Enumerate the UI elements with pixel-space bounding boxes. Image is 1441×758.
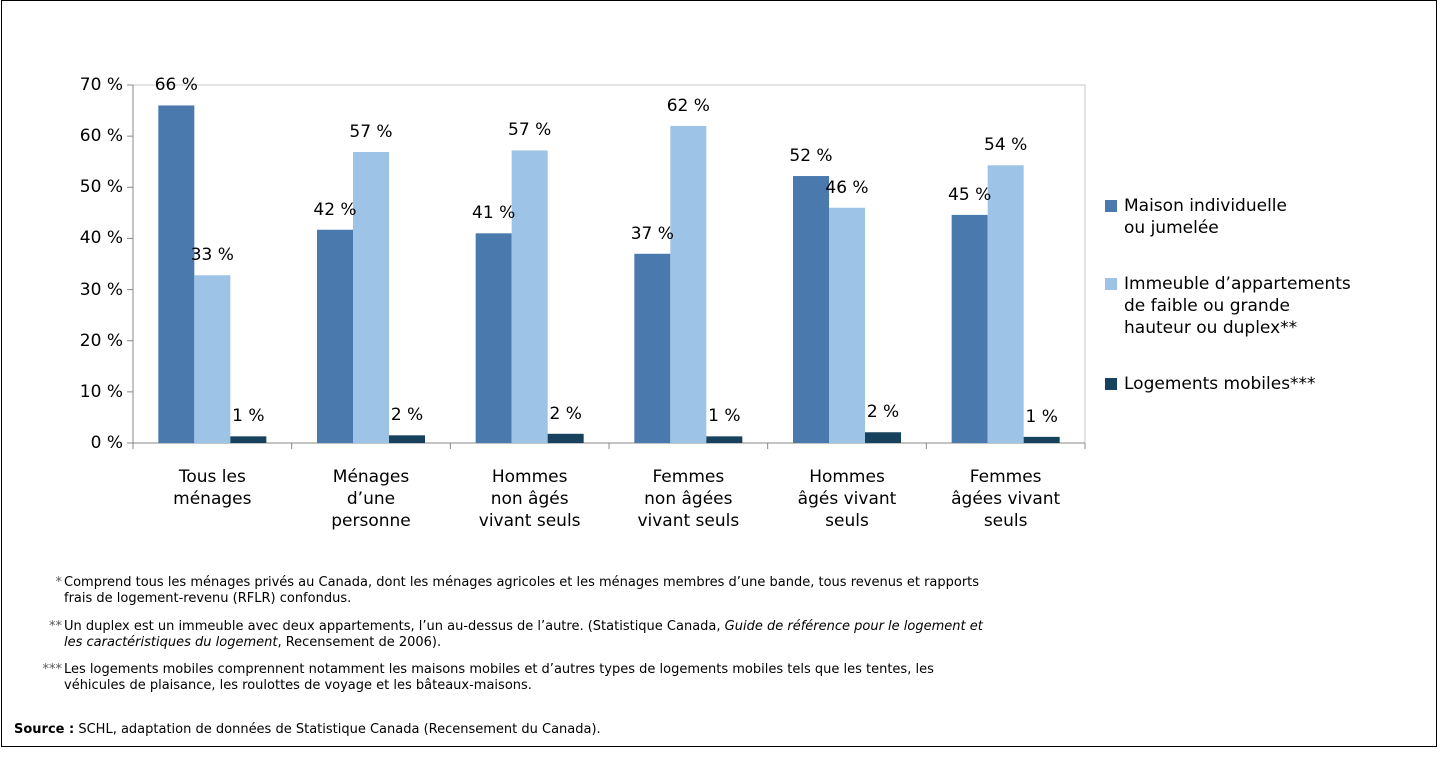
value-label: 54 % bbox=[984, 135, 1028, 156]
note-marker: ** bbox=[49, 619, 62, 634]
note: Un duplex est un immeuble avec deux appa… bbox=[64, 619, 983, 651]
x-tick-label: Femmes non âgées vivant seuls bbox=[637, 467, 740, 531]
note-text: Les logements mobiles comprennent notamm… bbox=[64, 662, 934, 693]
bar bbox=[353, 151, 389, 444]
value-label: 2 % bbox=[549, 403, 582, 424]
note-text: Comprend tous les ménages privés au Cana… bbox=[64, 575, 980, 606]
value-label: 52 % bbox=[789, 146, 833, 167]
bar bbox=[865, 432, 901, 443]
y-tick-label: 20 % bbox=[79, 330, 123, 351]
x-tick-label: Femmes âgées vivant seuls bbox=[951, 467, 1061, 531]
bar bbox=[194, 275, 231, 443]
legend-label: Immeuble d’appartements de faible ou gra… bbox=[1124, 274, 1351, 338]
y-tick-label: 10 % bbox=[79, 381, 123, 402]
legend-swatch bbox=[1105, 278, 1117, 290]
value-label: 45 % bbox=[948, 184, 992, 205]
value-label: 37 % bbox=[630, 223, 674, 244]
legend-swatch bbox=[1105, 200, 1117, 212]
note: Les logements mobiles comprennent notamm… bbox=[64, 662, 934, 694]
value-label: 62 % bbox=[666, 95, 710, 116]
legend-label: Maison individuelle ou jumelée bbox=[1124, 196, 1287, 238]
bar bbox=[670, 125, 707, 444]
y-tick-label: 70 % bbox=[79, 75, 123, 95]
bar bbox=[1023, 436, 1060, 443]
y-tick-label: 40 % bbox=[79, 228, 123, 249]
value-label: 1 % bbox=[1025, 406, 1058, 427]
bar bbox=[230, 436, 267, 443]
bar bbox=[706, 436, 743, 443]
plot-area bbox=[132, 84, 1086, 444]
bar bbox=[829, 207, 865, 443]
value-label: 42 % bbox=[313, 199, 357, 220]
source: Source : SCHL, adaptation de données de … bbox=[14, 722, 601, 738]
bar bbox=[951, 214, 988, 443]
bar bbox=[547, 433, 584, 443]
value-label: 1 % bbox=[708, 406, 741, 427]
note-text: Un duplex est un immeuble avec deux appa… bbox=[64, 619, 725, 634]
source-text: SCHL, adaptation de données de Statistiq… bbox=[74, 722, 601, 737]
value-label: 57 % bbox=[349, 121, 393, 142]
value-label: 2 % bbox=[390, 405, 424, 426]
value-label: 1 % bbox=[232, 406, 265, 427]
x-tick-label: Ménages d’une personne bbox=[331, 467, 411, 531]
bar bbox=[634, 253, 671, 443]
y-tick-label: 30 % bbox=[79, 279, 123, 300]
x-tick-label: Hommes âgés vivant seuls bbox=[797, 467, 897, 531]
bar bbox=[511, 150, 548, 443]
value-label: 66 % bbox=[154, 75, 198, 96]
y-tick-label: 60 % bbox=[79, 126, 123, 147]
bar bbox=[158, 105, 195, 443]
note-marker: * bbox=[55, 575, 63, 590]
legend-label: Logements mobiles*** bbox=[1124, 374, 1316, 394]
value-label: 41 % bbox=[472, 203, 516, 224]
value-label: 33 % bbox=[190, 245, 234, 266]
y-tick-label: 0 % bbox=[90, 433, 123, 453]
value-label: 2 % bbox=[866, 402, 900, 423]
source-label: Source : bbox=[14, 722, 75, 737]
bar bbox=[389, 435, 425, 443]
bar bbox=[987, 165, 1024, 443]
legend-swatch bbox=[1105, 378, 1117, 390]
y-tick-label: 50 % bbox=[79, 177, 123, 198]
note-italic: Guide de référence pour le logement et l… bbox=[64, 619, 983, 650]
bar bbox=[475, 233, 512, 443]
bar bbox=[793, 176, 829, 443]
x-tick-label: Hommes non âgés vivant seuls bbox=[478, 467, 581, 531]
value-label: 46 % bbox=[825, 177, 869, 198]
bar bbox=[317, 229, 353, 443]
note: Comprend tous les ménages privés au Cana… bbox=[64, 575, 979, 607]
note-marker: *** bbox=[42, 662, 63, 677]
note-text: , Recensement de 2006). bbox=[277, 635, 442, 650]
value-label: 57 % bbox=[508, 120, 552, 141]
x-tick-label: Tous les ménages bbox=[173, 467, 252, 509]
